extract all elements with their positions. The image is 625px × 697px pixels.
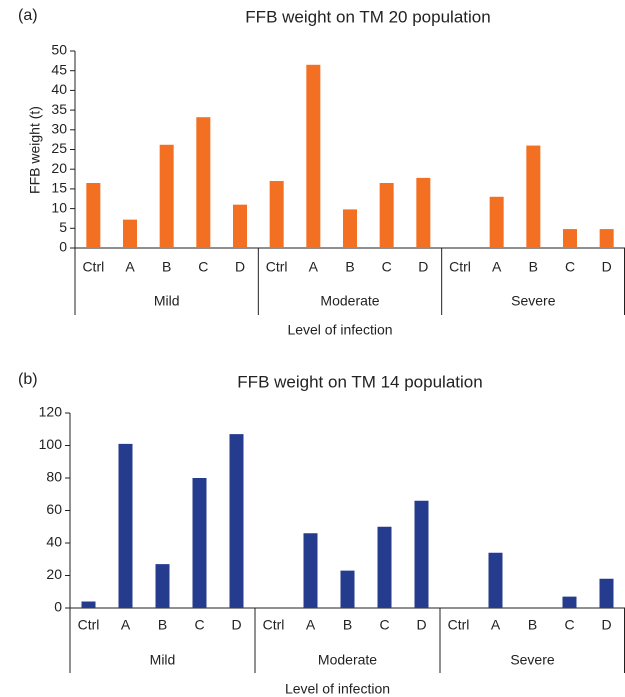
chart-title: FFB weight on TM 14 population (237, 372, 482, 391)
x-tick-label: D (231, 617, 241, 633)
bar (379, 182, 394, 248)
group-label: Moderate (320, 293, 379, 309)
y-tick-label: 35 (51, 101, 67, 117)
x-tick-label: D (418, 259, 428, 275)
x-tick-label: A (492, 259, 502, 275)
y-tick-label: 20 (51, 160, 67, 176)
bar (233, 204, 247, 248)
y-tick-label: 10 (51, 199, 67, 215)
x-tick-label: C (382, 259, 392, 275)
group-label: Severe (510, 652, 555, 668)
bar (229, 434, 244, 608)
bar (86, 182, 101, 248)
panel-label: (b) (18, 371, 38, 388)
x-tick-label: B (528, 617, 537, 633)
group-label: Moderate (318, 652, 377, 668)
bar (416, 177, 431, 248)
bar (155, 564, 170, 608)
x-tick-label: C (194, 617, 204, 633)
x-tick-label: B (162, 259, 171, 275)
x-tick-label: D (601, 617, 611, 633)
bar (489, 196, 504, 248)
y-tick-label: 50 (51, 42, 67, 58)
y-tick-label: 45 (51, 61, 67, 77)
x-tick-label: B (158, 617, 167, 633)
x-tick-label: D (602, 259, 612, 275)
x-tick-label: C (379, 617, 389, 633)
x-tick-label: Ctrl (448, 617, 470, 633)
bar (377, 526, 392, 608)
x-tick-label: D (235, 259, 245, 275)
y-tick-label: 120 (39, 404, 63, 420)
bar (303, 533, 318, 608)
x-tick-label: Ctrl (82, 259, 104, 275)
x-tick-label: C (565, 259, 575, 275)
bar (159, 144, 174, 248)
x-tick-label: A (121, 617, 131, 633)
x-tick-label: Ctrl (266, 259, 288, 275)
y-tick-label: 20 (46, 566, 62, 582)
x-tick-label: C (198, 259, 208, 275)
bar (123, 219, 137, 248)
bar (196, 117, 211, 248)
x-tick-label: Ctrl (78, 617, 100, 633)
x-axis-label: Level of infection (287, 322, 392, 338)
y-tick-label: 60 (46, 501, 62, 517)
y-tick-label: 30 (51, 121, 67, 137)
y-tick-label: 80 (46, 469, 62, 485)
y-tick-label: 15 (51, 180, 67, 196)
x-tick-label: B (345, 259, 354, 275)
bar (306, 64, 321, 248)
x-tick-label: Ctrl (263, 617, 285, 633)
group-label: Severe (511, 293, 556, 309)
y-tick-label: 40 (46, 534, 62, 550)
bar (488, 552, 503, 608)
bar (192, 478, 207, 608)
bar (414, 500, 429, 608)
bar (269, 181, 284, 248)
x-tick-label: C (564, 617, 574, 633)
y-tick-label: 5 (59, 219, 67, 235)
chart-title: FFB weight on TM 20 population (245, 7, 490, 26)
bar (526, 145, 541, 248)
bar (118, 443, 133, 608)
x-tick-label: A (125, 259, 135, 275)
bar (562, 596, 577, 608)
y-tick-label: 40 (51, 81, 67, 97)
bar (81, 601, 96, 608)
bar (599, 229, 614, 248)
x-tick-label: A (491, 617, 501, 633)
group-label: Mild (154, 293, 180, 309)
group-label: Mild (150, 652, 176, 668)
y-tick-label: 25 (51, 140, 67, 156)
x-axis-label: Level of infection (285, 681, 390, 697)
bar (599, 578, 614, 608)
x-tick-label: A (306, 617, 316, 633)
x-tick-label: B (343, 617, 352, 633)
x-tick-label: B (529, 259, 538, 275)
x-tick-label: Ctrl (449, 259, 471, 275)
y-tick-label: 100 (39, 436, 63, 452)
bar (563, 229, 577, 248)
bar (343, 209, 357, 248)
panel-label: (a) (18, 7, 38, 24)
x-tick-label: D (416, 617, 426, 633)
y-axis-label: FFB weight (t) (27, 106, 43, 194)
y-tick-label: 0 (59, 239, 67, 255)
x-tick-label: A (309, 259, 319, 275)
bar (340, 570, 355, 608)
y-tick-label: 0 (54, 599, 62, 615)
